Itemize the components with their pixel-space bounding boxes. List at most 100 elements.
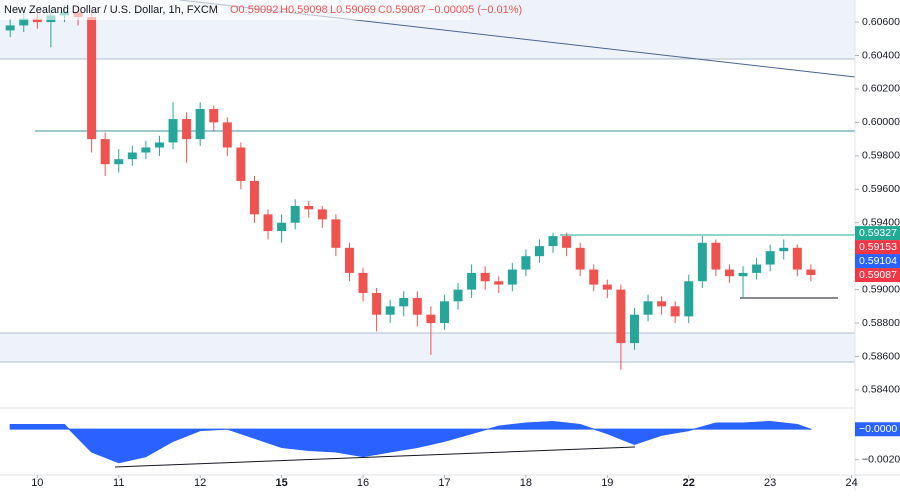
- y-tick-label: 0.59800: [862, 150, 900, 162]
- osc-label: −0.0000: [859, 423, 897, 435]
- candle-body: [657, 301, 667, 307]
- candle-body: [494, 281, 504, 285]
- candle-body: [385, 306, 395, 315]
- candle-body: [304, 206, 314, 210]
- candle-body: [453, 289, 463, 302]
- price-label-bg: [855, 240, 900, 255]
- candle-body: [534, 246, 544, 257]
- candle-body: [344, 247, 354, 273]
- candle-body: [697, 242, 707, 282]
- candle-body: [724, 269, 734, 277]
- oscillator-area: [9, 420, 812, 464]
- candle-body: [738, 272, 748, 277]
- y-tick-label: 0.59600: [862, 183, 900, 195]
- candle-body: [114, 159, 124, 165]
- candle-body: [236, 147, 246, 181]
- candle-body: [562, 236, 572, 248]
- candle-body: [195, 109, 205, 140]
- candle-body: [168, 119, 178, 143]
- divergence-line: [114, 446, 636, 468]
- candle-body: [182, 119, 192, 140]
- candle-body: [317, 209, 327, 220]
- candle-body: [5, 25, 15, 31]
- x-tick-label: 15: [275, 477, 287, 489]
- candle-body: [575, 247, 585, 270]
- ohlc-close: C0.59087: [378, 4, 426, 16]
- x-tick-label: 17: [438, 477, 450, 489]
- candle-body: [222, 122, 232, 148]
- candle-body: [19, 18, 29, 26]
- candle-body: [480, 272, 490, 282]
- candle-body: [765, 251, 775, 265]
- y-tick-label: 0.59400: [862, 217, 900, 229]
- candle-body: [399, 297, 409, 307]
- candle-body: [439, 301, 449, 324]
- price-label-bg: [855, 268, 900, 283]
- candle-body: [711, 242, 721, 270]
- candle-body: [752, 264, 762, 273]
- price-label: 0.59327: [859, 227, 897, 239]
- x-tick-label: 24: [845, 477, 857, 489]
- price-label-bg: [855, 254, 900, 269]
- ohlc-low: L0.59069: [330, 4, 376, 16]
- x-tick-label: 22: [683, 477, 695, 489]
- candle-body: [467, 272, 477, 290]
- candle-body: [792, 247, 802, 270]
- candle-body: [100, 139, 110, 165]
- candle-body: [358, 272, 368, 293]
- y-tick-label: 0.58600: [862, 350, 900, 362]
- price-label-bg: [855, 226, 900, 241]
- x-tick-label: 23: [764, 477, 776, 489]
- candle-body: [87, 17, 97, 140]
- candle-body: [372, 292, 382, 315]
- candle-body: [670, 306, 680, 317]
- candle-body: [426, 314, 436, 324]
- y-tick-label: 0.60200: [862, 83, 900, 95]
- candle-body: [507, 269, 517, 285]
- y-tick-label: 0.60400: [862, 49, 900, 61]
- candle-body: [643, 301, 653, 315]
- x-tick-label: 12: [194, 477, 206, 489]
- ohlc-change: −0.00005 (−0.01%): [428, 4, 522, 16]
- candle-body: [521, 256, 531, 270]
- candle-body: [277, 222, 287, 232]
- price-label: 0.59104: [859, 255, 897, 267]
- candle-body: [602, 284, 612, 290]
- x-tick-label: 11: [113, 477, 124, 489]
- candle-body: [548, 236, 558, 247]
- candle-body: [616, 289, 626, 344]
- candle-body: [141, 147, 151, 153]
- candle-body: [331, 219, 341, 248]
- candle-body: [209, 109, 219, 123]
- x-tick-label: 10: [31, 477, 43, 489]
- y-tick-label: 0.60000: [862, 116, 900, 128]
- y-tick-label: 0.59000: [862, 283, 900, 295]
- zone-band: [0, 333, 855, 362]
- candle-body: [412, 297, 422, 315]
- price-label: 0.59087: [859, 269, 897, 281]
- chart-title: New Zealand Dollar / U.S. Dollar, 1h, FX…: [4, 4, 218, 16]
- candle-body: [32, 18, 42, 23]
- price-label: 0.59153: [859, 241, 897, 253]
- candle-body: [154, 142, 164, 148]
- candle-body: [806, 269, 816, 276]
- candle-body: [127, 152, 137, 160]
- ohlc-open: O0.59092: [230, 4, 278, 16]
- y-tick-label: 0.60600: [862, 16, 900, 28]
- y-tick-label: −0.00200: [862, 453, 900, 465]
- candle-body: [629, 314, 639, 344]
- candle-body: [684, 281, 694, 317]
- ohlc-high: H0.59098: [280, 4, 328, 16]
- osc-label-bg: [855, 422, 900, 437]
- x-tick-label: 16: [357, 477, 369, 489]
- legend-bg: [0, 0, 470, 20]
- y-tick-label: 0.58400: [862, 384, 900, 396]
- candle-body: [249, 180, 259, 215]
- x-tick-label: 19: [601, 477, 613, 489]
- candle-body: [290, 206, 300, 223]
- candle-body: [589, 269, 599, 285]
- candle-body: [779, 247, 789, 252]
- candle-body: [263, 214, 273, 232]
- x-tick-label: 18: [520, 477, 532, 489]
